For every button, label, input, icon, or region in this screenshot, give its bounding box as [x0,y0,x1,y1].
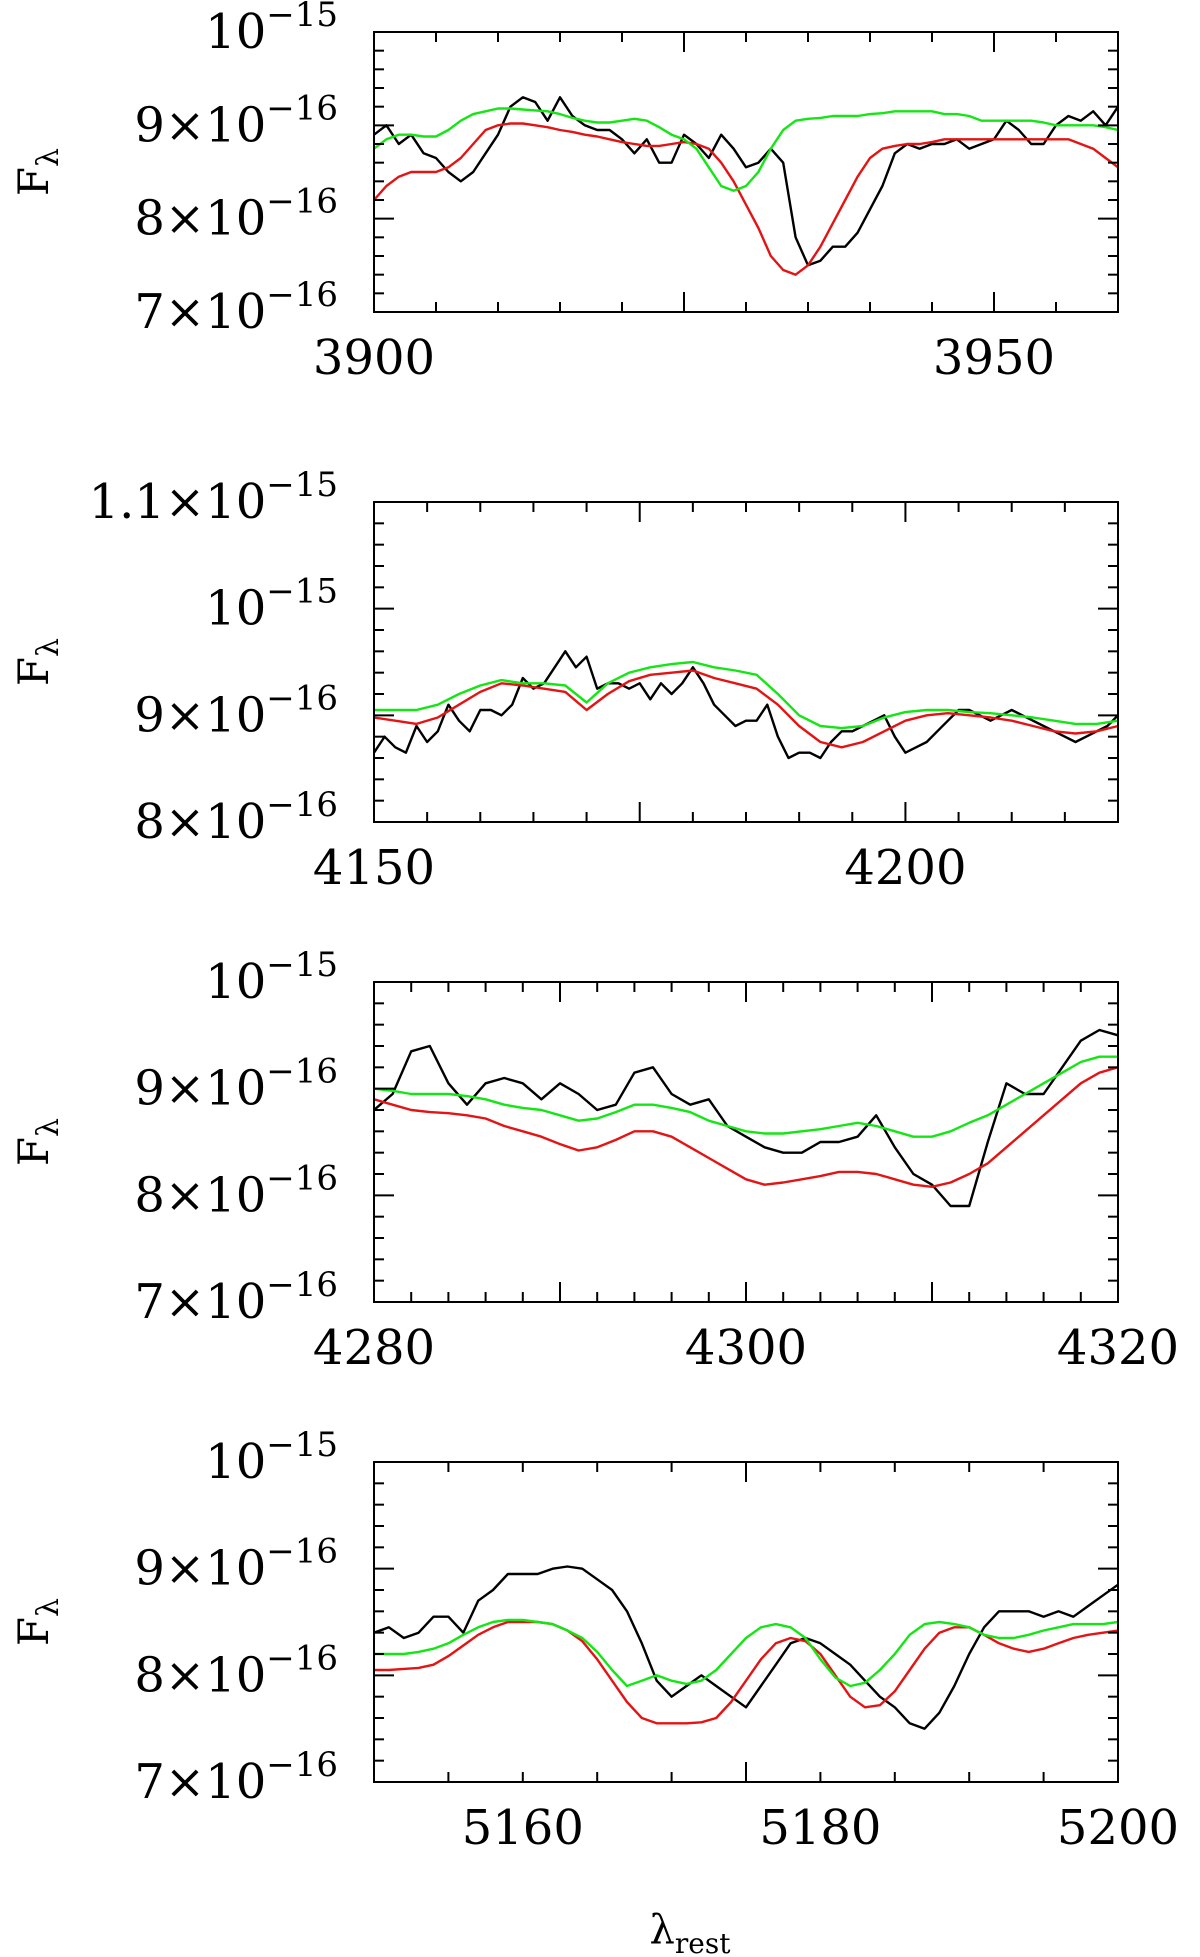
y-axis-label: Fλ [9,1598,66,1646]
y-tick-label: 10−15 [205,572,338,637]
x-tick-label: 5200 [1057,1800,1179,1856]
series-observed-line [374,1565,1118,1730]
series-observed-line [374,1028,1118,1208]
plot-frame [373,1461,1119,1783]
panel-2: 4150 4200 1.1×10−15 10−15 9×10−16 8×10−16 Fλ [9,465,1119,896]
series-model-green-line [374,1618,1118,1688]
y-tick-label: 9×10−16 [134,88,338,153]
series-model-red-line [374,669,1118,749]
y-tick-label: 9×10−16 [134,1532,338,1597]
x-tick-label: 3950 [933,330,1055,386]
y-tick-label: 9×10−16 [134,678,338,743]
y-tick-label: 8×10−16 [134,1638,338,1703]
series-model-green-line [374,660,1118,730]
y-tick-label: 8×10−16 [134,785,338,850]
x-tick-label: 4300 [685,1320,807,1376]
x-axis-title: λrest [650,1907,732,1957]
series-model-red-line [374,1620,1118,1725]
y-axis-label: Fλ [9,148,66,196]
x-axis-label: λrest [650,1907,732,1957]
plot-frame [373,981,1119,1303]
y-tick-label: 10−15 [205,1425,338,1490]
y-tick-label: 8×10−16 [134,182,338,247]
x-tick-label: 4150 [313,840,435,896]
y-tick-label: 7×10−16 [134,1745,338,1810]
series-model-red-line [374,122,1118,276]
y-tick-label: 7×10−16 [134,1265,338,1330]
series-model-red-line [374,1066,1118,1189]
y-tick-label: 7×10−16 [134,275,338,340]
panel-1: 3900 3950 10−15 9×10−16 8×10−16 7×10−16 Fλ [9,0,1119,386]
x-tick-label: 4320 [1057,1320,1179,1376]
panel-4: 5160 5180 5200 10−15 9×10−16 8×10−16 7×10−16 Fλ [9,1425,1179,1856]
x-tick-label: 5160 [462,1800,584,1856]
plot-frame [373,31,1119,313]
x-tick-label: 3900 [313,330,435,386]
series-model-green-line [374,1055,1118,1138]
y-tick-label: 8×10−16 [134,1158,338,1223]
series-model-green-line [374,107,1118,192]
plot-frame [373,501,1119,823]
x-tick-label: 4200 [844,840,966,896]
series-observed-line [374,650,1118,760]
y-tick-label: 1.1×10−15 [89,465,338,530]
x-tick-label: 4280 [313,1320,435,1376]
y-axis-label: Fλ [9,638,66,686]
y-tick-label: 10−15 [205,945,338,1010]
series-observed-line [374,96,1118,267]
panel-3: 4280 4300 4320 10−15 9×10−16 8×10−16 7×10−16 Fλ [9,945,1179,1376]
x-tick-label: 5180 [759,1800,881,1856]
y-tick-label: 9×10−16 [134,1052,338,1117]
y-tick-label: 10−15 [205,0,338,60]
y-axis-label: Fλ [9,1118,66,1166]
